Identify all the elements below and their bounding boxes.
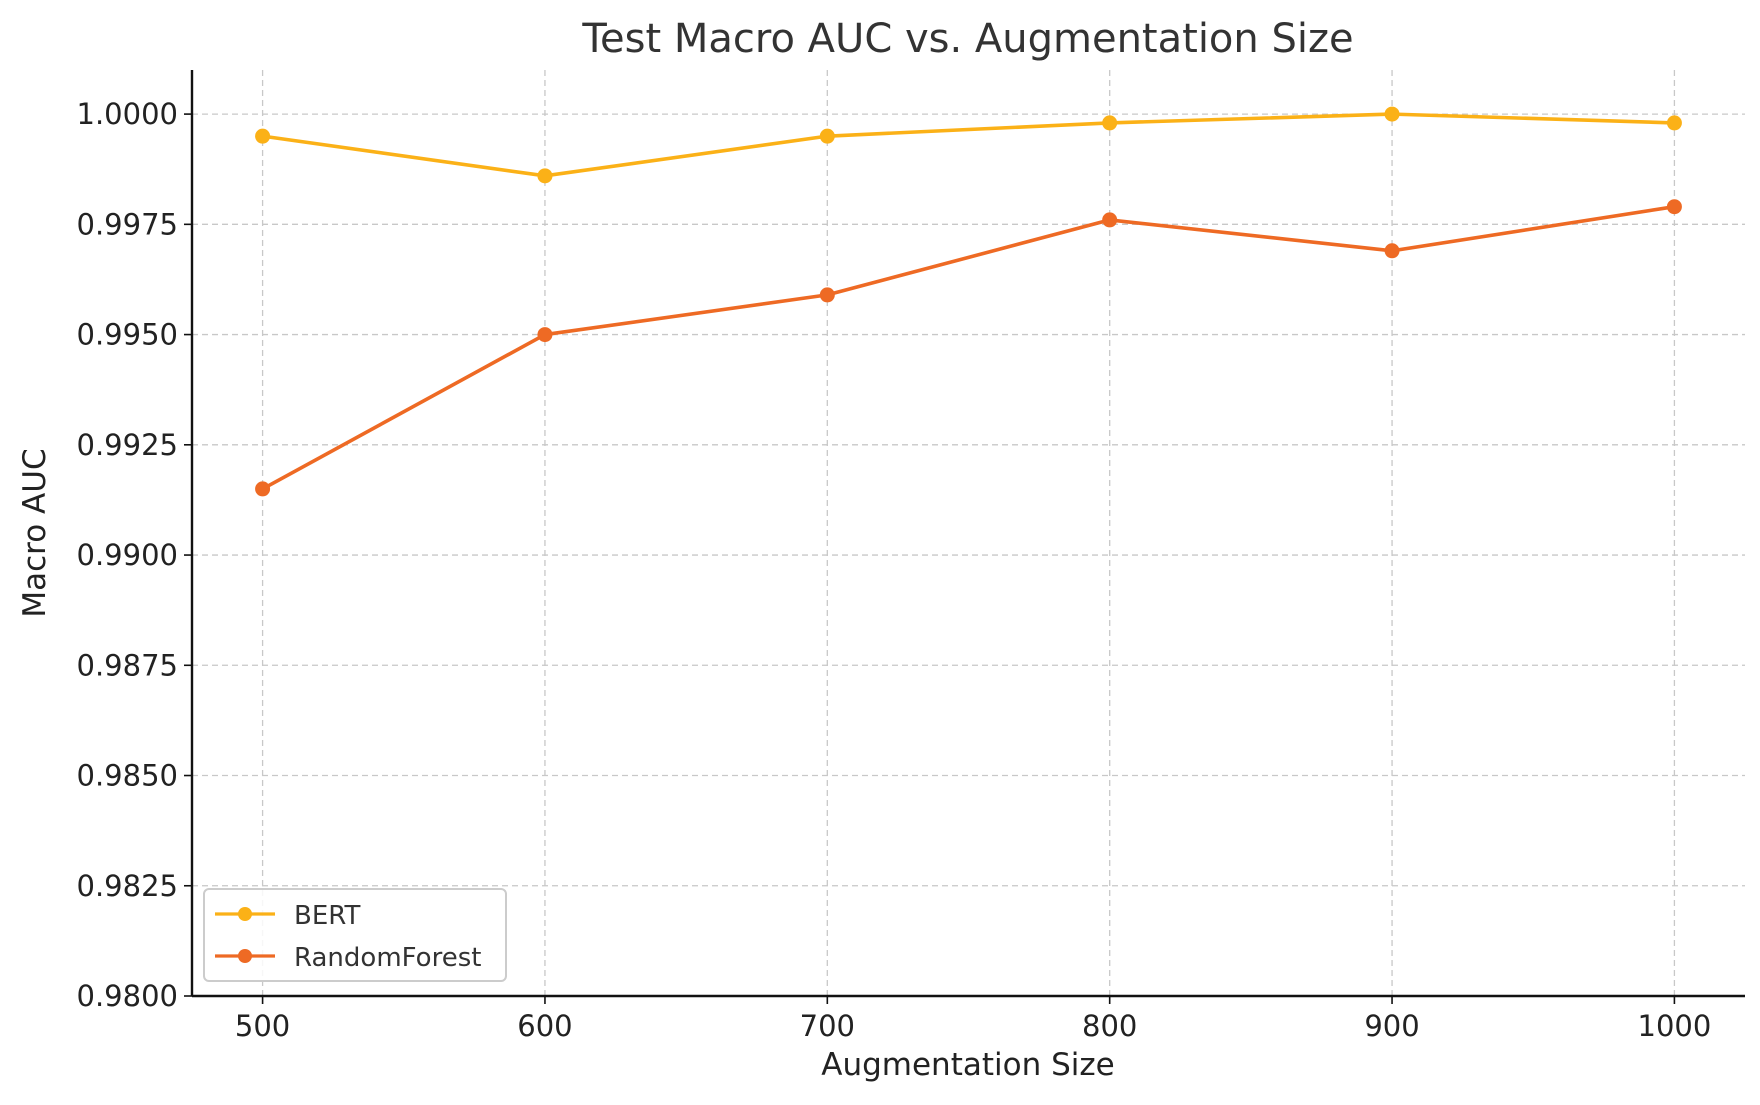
series-line-randomforest	[260, 204, 1677, 491]
y-tick-label: 1.0000	[77, 97, 178, 131]
x-axis-label: Augmentation Size	[821, 1047, 1114, 1083]
y-axis-label: Macro AUC	[17, 448, 53, 617]
data-point-randomforest	[1666, 199, 1682, 215]
x-tick-label: 500	[235, 1009, 290, 1043]
y-tick-label: 0.9875	[77, 648, 178, 682]
y-tick-label: 0.9800	[77, 979, 178, 1013]
y-tick-label: 0.9925	[77, 428, 178, 462]
legend-box	[203, 888, 507, 982]
data-point-bert	[255, 128, 271, 144]
axis-ticks: 500 600 700 800 900 1000 0.9800 0.9825 0.9850 0.9…	[77, 97, 1712, 1043]
x-tick-label: 700	[800, 1009, 855, 1043]
legend-marker-randomforest	[238, 949, 252, 963]
data-point-bert	[1666, 115, 1682, 131]
y-tick-label: 0.9850	[77, 759, 178, 793]
x-tick-label: 1000	[1638, 1009, 1712, 1043]
y-tick-label: 0.9900	[77, 538, 178, 572]
grid-lines	[192, 70, 1745, 997]
data-point-randomforest	[819, 287, 835, 303]
y-tick-label: 0.9975	[77, 207, 178, 241]
series-line-bert	[260, 112, 1677, 178]
x-tick-label: 900	[1364, 1009, 1419, 1043]
data-point-bert	[537, 168, 553, 184]
data-point-randomforest	[1384, 243, 1400, 259]
series-lines	[255, 106, 1682, 497]
data-point-bert	[1384, 106, 1400, 122]
x-tick-label: 600	[517, 1009, 572, 1043]
legend-marker-bert	[238, 907, 252, 921]
data-point-randomforest	[537, 327, 553, 343]
y-tick-label: 0.9825	[77, 869, 178, 903]
legend-label-bert: BERT	[294, 901, 360, 931]
legend: BERT RandomForest	[203, 888, 507, 982]
data-point-randomforest	[255, 481, 271, 497]
legend-label-randomforest: RandomForest	[294, 943, 481, 973]
data-point-bert	[819, 128, 835, 144]
x-tick-label: 800	[1082, 1009, 1137, 1043]
data-point-randomforest	[1102, 212, 1118, 228]
data-point-bert	[1102, 115, 1118, 131]
chart-title: Test Macro AUC vs. Augmentation Size	[581, 16, 1353, 62]
y-tick-label: 0.9950	[77, 318, 178, 352]
